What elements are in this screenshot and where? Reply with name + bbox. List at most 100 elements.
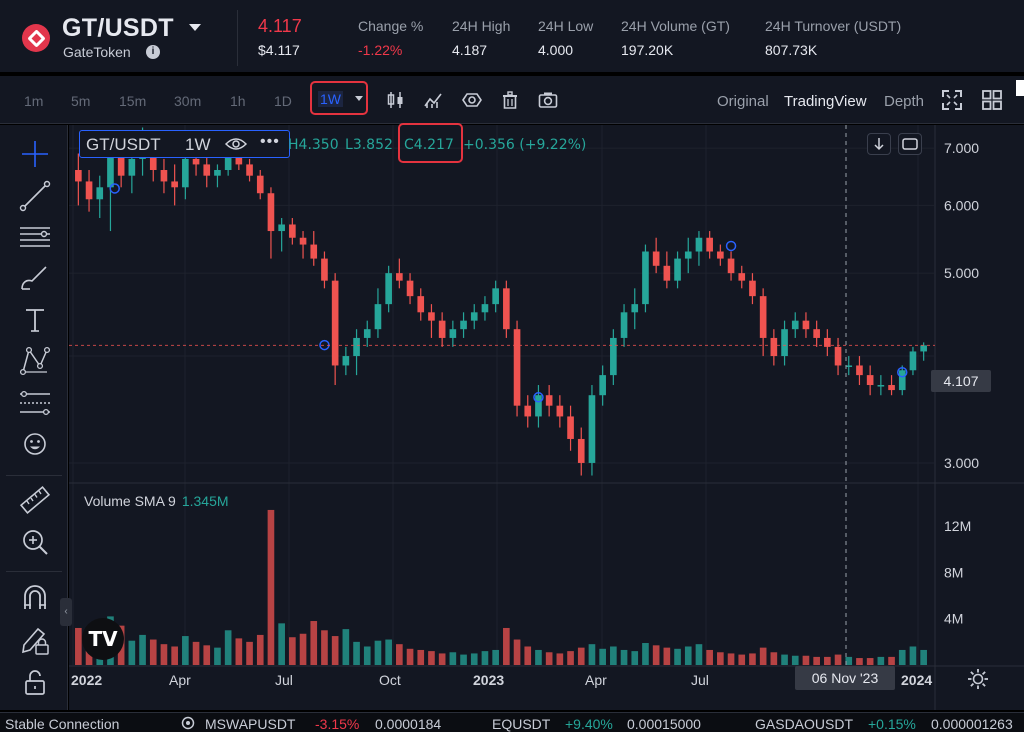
info-icon[interactable]: i	[146, 45, 160, 59]
candle-body	[588, 395, 596, 463]
emoji-icon[interactable]	[18, 427, 52, 461]
timeframe-1m[interactable]: 1m	[24, 93, 44, 109]
view-tradingview[interactable]: TradingView	[784, 93, 867, 110]
candle-body	[171, 181, 178, 188]
symbol-legend[interactable]: GT/USDT 1W •••	[79, 130, 290, 158]
legend-symbol: GT/USDT	[86, 135, 161, 154]
candle-body	[556, 405, 564, 417]
time-axis-label: Oct	[379, 672, 401, 688]
timeframe-dropdown-icon[interactable]	[355, 96, 363, 101]
volume-bar	[289, 637, 296, 665]
tradingview-logo[interactable]: TV	[82, 618, 124, 660]
candlestick-chart-svg[interactable]: 7.000 6.000 5.000 3.000 12M 8M 4M 2022 Apr Jul Oct…	[69, 125, 1024, 710]
candle-body	[738, 273, 746, 281]
candle-body	[470, 312, 478, 321]
volume-bar	[396, 644, 403, 665]
timeframe-1w-selected[interactable]: 1W	[310, 81, 368, 115]
ticker-symbol[interactable]: GASDAOUSDT	[755, 716, 854, 732]
timeframe-30m[interactable]: 30m	[174, 93, 202, 109]
scroll-down-button[interactable]	[867, 133, 891, 155]
collapse-toolbar-button[interactable]: ‹	[60, 598, 72, 626]
camera-icon[interactable]	[538, 90, 558, 110]
pattern-icon[interactable]	[18, 344, 52, 378]
volume-bar	[470, 653, 478, 665]
candle-body	[75, 170, 82, 182]
volume-bar	[310, 621, 318, 665]
volume-bar	[877, 656, 885, 665]
time-axis-label: Apr	[169, 672, 191, 688]
candle-body	[310, 244, 318, 259]
restore-view-button[interactable]	[898, 133, 922, 155]
candle-body	[149, 148, 157, 171]
volume-bar	[642, 643, 649, 665]
volume-bar	[663, 647, 671, 665]
close-value: 4.217	[413, 137, 454, 153]
candle-body	[652, 251, 660, 266]
volume-bar	[160, 644, 168, 665]
timeframe-15m[interactable]: 15m	[119, 93, 147, 109]
volume-bar	[256, 634, 264, 665]
pair-dropdown-icon[interactable]	[189, 24, 201, 31]
magnet-icon[interactable]	[18, 581, 52, 615]
crosshair-icon[interactable]	[18, 137, 52, 171]
candle-body	[492, 288, 499, 305]
fullscreen-icon[interactable]	[941, 89, 963, 111]
candle-body	[631, 304, 639, 313]
volume-bar	[791, 655, 799, 665]
settings-gear-icon[interactable]	[967, 668, 989, 690]
fib-icon[interactable]	[18, 386, 52, 420]
indicators-icon[interactable]	[423, 90, 443, 110]
eye-icon[interactable]	[462, 90, 482, 110]
price-axis-label: 5.000	[944, 265, 979, 281]
timeframe-5m[interactable]: 5m	[71, 93, 91, 109]
volume-bar	[246, 641, 253, 665]
token-name: GateToken	[63, 44, 131, 60]
candle-body	[85, 181, 93, 200]
trend-line-icon[interactable]	[18, 179, 52, 213]
active-timeframe-label: 1W	[318, 91, 343, 107]
time-axis-label: 2024	[901, 672, 932, 688]
price-chart[interactable]: 7.000 6.000 5.000 3.000 12M 8M 4M 2022 Apr Jul Oct…	[69, 125, 1024, 710]
layout-grid-icon[interactable]	[981, 89, 1003, 111]
zoom-in-icon[interactable]	[18, 525, 52, 559]
ticker-symbol[interactable]: EQUSDT	[492, 716, 551, 732]
volume-bar	[513, 639, 521, 665]
legend-eye-icon[interactable]	[225, 137, 247, 151]
ticker-symbol[interactable]: MSWAPUSDT	[205, 716, 296, 732]
stat-value: 4.000	[538, 42, 574, 58]
view-depth[interactable]: Depth	[884, 93, 925, 110]
candle-body	[706, 237, 713, 252]
volume-bar	[449, 652, 457, 665]
volume-bar	[139, 634, 146, 665]
timeframe-1d[interactable]: 1D	[274, 93, 292, 109]
trash-icon[interactable]	[500, 90, 520, 110]
price-axis-label: 3.000	[944, 455, 979, 471]
volume-bar	[503, 627, 510, 665]
candle-body	[663, 265, 671, 281]
volume-bar	[620, 649, 628, 665]
crosshair-price-tag: 4.107	[931, 370, 991, 392]
volume-bar	[460, 654, 467, 665]
candlestick-icon[interactable]	[386, 90, 406, 110]
volume-bar	[909, 646, 917, 665]
brush-icon[interactable]	[18, 261, 52, 295]
toolbar-separator	[6, 475, 62, 476]
lock-icon[interactable]	[18, 665, 52, 699]
low-value: 3.852	[352, 137, 393, 153]
volume-bar	[845, 656, 853, 665]
candle-body	[824, 337, 831, 347]
drawing-toolbar	[0, 125, 68, 710]
stat-24h-high: 24H High 4.187	[452, 18, 510, 58]
volume-bar	[535, 649, 542, 665]
view-original[interactable]: Original	[717, 93, 769, 110]
legend-more-icon[interactable]: •••	[260, 133, 280, 150]
lock-draw-icon[interactable]	[18, 623, 52, 657]
candle-body	[128, 158, 136, 176]
ruler-icon[interactable]	[18, 483, 52, 517]
text-icon[interactable]	[18, 303, 52, 337]
volume-bar	[802, 655, 810, 665]
pair-title[interactable]: GT/USDT	[62, 14, 174, 42]
timeframe-1h[interactable]: 1h	[230, 93, 246, 109]
ticker-icon	[181, 716, 195, 730]
horizontal-lines-icon[interactable]	[18, 220, 52, 254]
